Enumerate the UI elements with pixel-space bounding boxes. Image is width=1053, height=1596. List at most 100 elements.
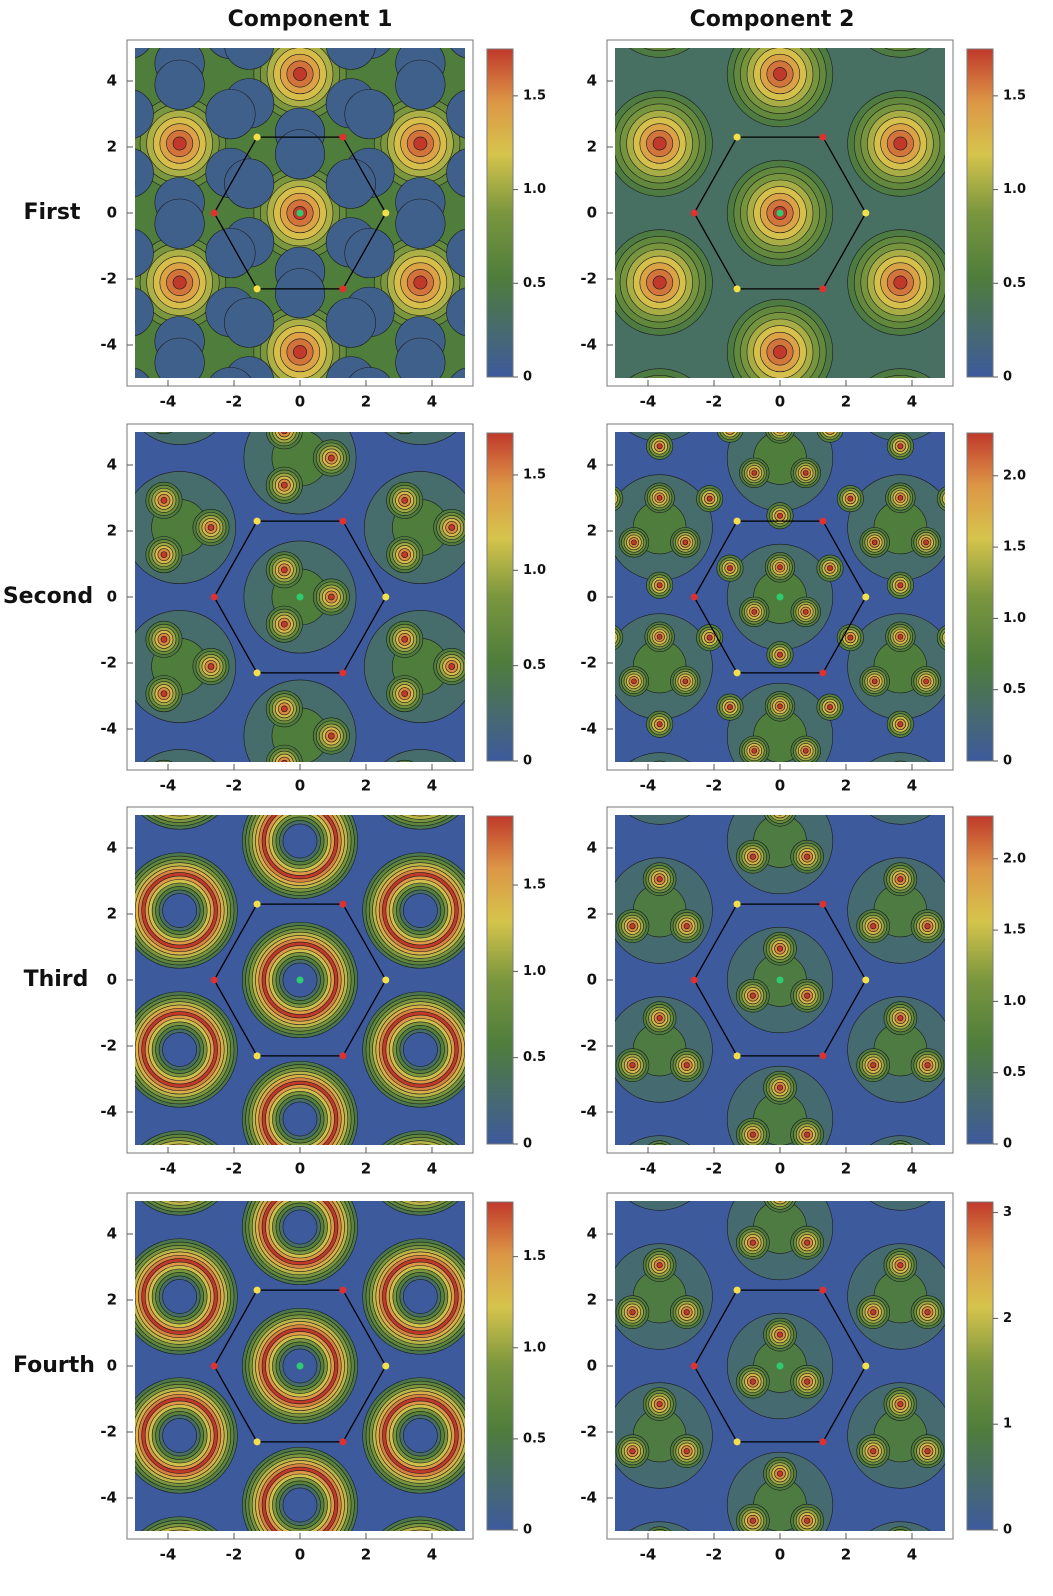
- contour-level: [143, 749, 216, 762]
- contour-level: [25, 807, 94, 876]
- x-tick-label: -4: [640, 1546, 657, 1564]
- contour-level: [513, 954, 566, 1007]
- contour-level: [41, 428, 47, 434]
- contour-level: [550, 1504, 583, 1537]
- contour-level: [924, 1309, 931, 1316]
- contour-level: [399, 772, 411, 784]
- y-tick-label: 0: [107, 971, 117, 989]
- contour-level: [564, 854, 570, 860]
- contour-level: [560, 468, 570, 478]
- contour-level: [1011, 696, 1031, 716]
- contour-level: [379, 1533, 462, 1596]
- contour-level: [528, 1185, 550, 1207]
- contour-level: [656, 1262, 663, 1269]
- contour-level: [1015, 1329, 1026, 1340]
- contour-level: [869, 48, 931, 58]
- contour-level: [607, 774, 612, 779]
- contour-level: [587, 704, 592, 709]
- contour-level: [513, 1093, 566, 1146]
- contour-level: [8, 1454, 110, 1556]
- contour-level: [513, 1477, 568, 1532]
- contour-level: [529, 783, 550, 804]
- contour-level: [42, 1102, 76, 1136]
- colorbar-tick-label: 0: [1003, 1137, 1012, 1152]
- contour-level: [5, 1065, 114, 1174]
- contour-level: [1034, 738, 1053, 763]
- contour-level: [1018, 426, 1023, 431]
- contour-level: [563, 449, 581, 467]
- contour-level: [28, 1474, 90, 1536]
- contour-level: [39, 1484, 80, 1525]
- contour-level: [155, 432, 173, 435]
- point: [210, 1362, 218, 1370]
- y-tick-label: 4: [107, 839, 117, 857]
- contour-level: [1018, 1332, 1024, 1338]
- contour-level: [21, 1467, 97, 1543]
- y-tick-label: 0: [107, 204, 117, 222]
- contour-level: [917, 1579, 939, 1596]
- contour-level: [914, 1159, 942, 1187]
- contour-level: [523, 932, 556, 965]
- contour-level: [676, 1579, 698, 1596]
- contour-level: [282, 1101, 318, 1137]
- contour-level: [1034, 982, 1053, 1010]
- contour-level: [777, 815, 783, 816]
- contour-level: [922, 782, 933, 793]
- contour-level: [281, 759, 288, 762]
- contour-level: [401, 0, 441, 24]
- contour-level: [513, 1199, 568, 1254]
- colorbar: [966, 815, 994, 1145]
- contour-level: [159, 815, 201, 820]
- contour-level: [161, 413, 167, 419]
- contour-level: [28, 609, 58, 639]
- contour-level: [640, 0, 680, 24]
- contour-level: [749, 1517, 756, 1524]
- contour-level: [401, 636, 409, 643]
- contour-level: [20, 312, 99, 391]
- contour-level: [925, 784, 931, 790]
- contour-level: [550, 736, 580, 766]
- contour-level: [1015, 510, 1026, 521]
- contour-level: [513, 1479, 566, 1532]
- y-tick-label: -4: [100, 336, 117, 354]
- contour-level: [1006, 552, 1036, 582]
- contour-level: [1012, 1187, 1028, 1204]
- contour-level: [160, 497, 168, 504]
- y-tick-label: 2: [587, 1291, 597, 1309]
- contour-level: [865, 1582, 882, 1596]
- contour-level: [679, 1582, 696, 1596]
- point: [862, 209, 870, 217]
- contour-level: [1039, 743, 1053, 758]
- contour-level: [564, 1518, 570, 1524]
- y-tick-label: -2: [100, 270, 117, 288]
- contour-level: [872, 401, 877, 406]
- contour-level: [20, 34, 99, 113]
- contour-level: [154, 198, 205, 249]
- point: [776, 1362, 784, 1370]
- point: [296, 976, 304, 984]
- contour-level: [576, 416, 602, 442]
- contour-level: [159, 1526, 201, 1531]
- contour-level: [869, 1201, 931, 1211]
- contour-level: [519, 703, 531, 715]
- contour-level: [550, 597, 580, 627]
- contour-level: [579, 419, 600, 440]
- point: [819, 517, 827, 525]
- contour-level: [804, 1131, 811, 1138]
- contour-level: [670, 771, 703, 804]
- contour-level: [1007, 1460, 1034, 1488]
- contour-level: [893, 136, 908, 151]
- contour-level: [773, 1201, 787, 1205]
- contour-level: [46, 61, 72, 87]
- contour-level: [627, 0, 693, 38]
- contour-level: [82, 727, 100, 745]
- contour-level: [888, 1140, 912, 1145]
- contour-level: [31, 708, 87, 764]
- contour-level: [395, 337, 446, 378]
- y-tick-label: -4: [100, 720, 117, 738]
- contour-level: [35, 615, 53, 633]
- contour-level: [38, 425, 50, 437]
- contour-level: [630, 1170, 636, 1176]
- contour-level: [924, 1448, 931, 1455]
- contour-level: [31, 751, 55, 775]
